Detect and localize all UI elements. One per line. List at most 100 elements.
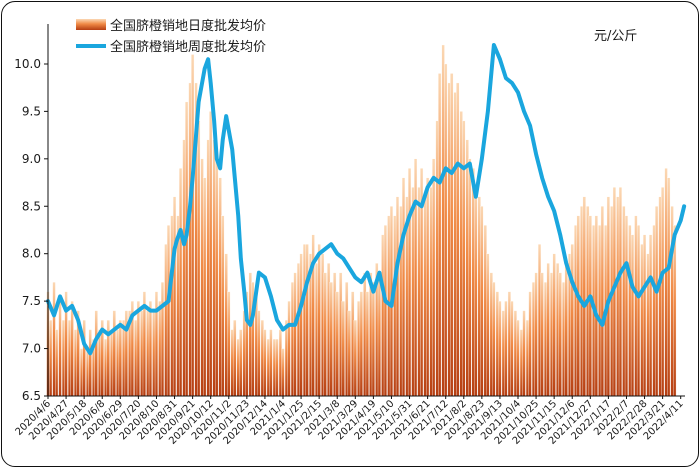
weekly-point xyxy=(136,309,140,313)
weekly-point xyxy=(480,157,484,161)
daily-bar xyxy=(383,225,388,397)
weekly-point xyxy=(179,228,182,232)
axes xyxy=(47,24,685,397)
weekly-point xyxy=(371,290,375,294)
daily-bar xyxy=(239,329,243,397)
weekly-point xyxy=(625,261,628,265)
daily-bar xyxy=(341,300,345,397)
daily-bar xyxy=(215,158,219,397)
weekly-point xyxy=(118,323,122,327)
daily-bar xyxy=(281,348,285,397)
weekly-point xyxy=(182,242,186,246)
daily-bar xyxy=(582,196,586,397)
daily-bar xyxy=(347,310,351,397)
weekly-point xyxy=(100,328,104,331)
weekly-point xyxy=(130,313,134,317)
daily-bar xyxy=(269,329,273,397)
weekly-point xyxy=(558,233,562,237)
weekly-point xyxy=(206,57,210,61)
daily-bar xyxy=(70,300,74,397)
daily-bar xyxy=(395,196,400,397)
daily-bar xyxy=(166,225,171,397)
weekly-line-layer xyxy=(46,42,687,356)
daily-bar xyxy=(136,300,140,397)
weekly-point xyxy=(673,233,677,237)
weekly-point xyxy=(450,171,454,175)
daily-bar xyxy=(335,291,339,397)
y-tick-label: 9.5 xyxy=(22,104,41,118)
daily-bar xyxy=(504,300,508,397)
weekly-point xyxy=(191,176,195,180)
weekly-point xyxy=(215,157,219,161)
daily-bar xyxy=(456,82,460,397)
daily-bar xyxy=(227,291,231,397)
daily-bar xyxy=(118,319,122,397)
y-tick-label: 6.5 xyxy=(22,389,41,403)
weekly-point xyxy=(173,247,176,251)
legend-label-weekly: 全国脐橙销地周度批发均价 xyxy=(110,39,266,55)
weekly-point xyxy=(263,276,267,279)
weekly-point xyxy=(347,266,351,270)
weekly-point xyxy=(299,304,303,308)
weekly-point xyxy=(408,214,411,218)
weekly-point xyxy=(534,152,538,156)
weekly-point xyxy=(281,328,285,331)
weekly-point xyxy=(438,181,442,184)
weekly-point xyxy=(124,328,128,331)
weekly-point xyxy=(516,91,520,94)
daily-bar xyxy=(94,310,98,397)
daily-bar xyxy=(329,281,333,397)
weekly-point xyxy=(365,271,369,275)
weekly-point xyxy=(70,304,74,308)
daily-bar xyxy=(88,329,92,397)
weekly-point xyxy=(221,138,225,142)
daily-bar xyxy=(432,158,436,397)
weekly-point xyxy=(64,309,68,313)
daily-bar xyxy=(209,111,213,397)
daily-bar xyxy=(359,291,363,397)
weekly-point xyxy=(504,76,508,80)
weekly-point xyxy=(245,318,249,322)
weekly-point xyxy=(230,147,234,151)
daily-bar xyxy=(172,196,177,397)
daily-bar xyxy=(426,177,430,397)
y-tick-label: 7.0 xyxy=(22,342,41,356)
weekly-point xyxy=(444,166,448,170)
weekly-point xyxy=(667,266,671,270)
daily-bar xyxy=(450,73,454,397)
weekly-point xyxy=(335,252,339,256)
daily-bar xyxy=(353,319,357,397)
daily-bar xyxy=(570,244,574,397)
weekly-point xyxy=(200,81,204,85)
weekly-point xyxy=(242,290,246,294)
weekly-point xyxy=(251,313,255,317)
daily-bar xyxy=(299,253,303,397)
weekly-point xyxy=(233,176,237,180)
weekly-point xyxy=(600,323,604,327)
weekly-point xyxy=(94,337,98,341)
weekly-point xyxy=(552,209,556,213)
weekly-point xyxy=(631,285,634,289)
weekly-point xyxy=(546,195,550,199)
daily-bar xyxy=(492,281,496,397)
daily-bar xyxy=(546,263,550,397)
weekly-point xyxy=(112,328,116,331)
weekly-point xyxy=(239,257,243,260)
weekly-point xyxy=(606,299,610,303)
weekly-point xyxy=(188,204,192,208)
daily-bar xyxy=(377,272,382,397)
weekly-point xyxy=(474,195,478,199)
daily-bar xyxy=(540,272,544,397)
weekly-point xyxy=(257,271,261,275)
weekly-point xyxy=(468,162,472,165)
weekly-point xyxy=(203,67,207,71)
daily-bar xyxy=(55,329,59,397)
weekly-point xyxy=(155,309,158,313)
daily-bar xyxy=(191,54,195,397)
weekly-point xyxy=(227,128,231,132)
y-tick-label: 8.0 xyxy=(22,247,41,261)
daily-bar xyxy=(148,300,153,397)
weekly-point xyxy=(522,109,526,113)
